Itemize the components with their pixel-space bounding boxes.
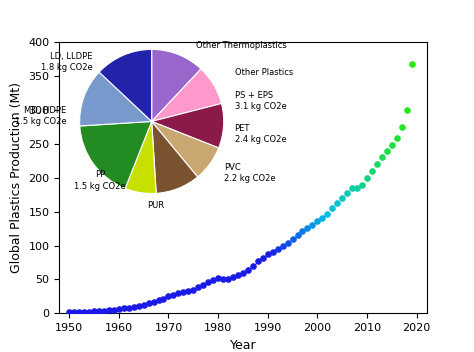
Point: [269, 249, 276, 254]
Point: [398, 124, 406, 130]
Point: [140, 302, 147, 308]
Text: PUR: PUR: [147, 201, 164, 210]
Point: [150, 299, 157, 305]
Point: [353, 185, 361, 191]
Point: [348, 185, 356, 191]
Point: [383, 148, 391, 153]
Point: [200, 282, 207, 288]
Wedge shape: [80, 72, 152, 126]
Point: [393, 136, 401, 141]
Point: [274, 246, 282, 252]
Point: [378, 155, 386, 160]
Wedge shape: [152, 49, 201, 121]
Point: [249, 263, 256, 269]
Point: [338, 195, 346, 201]
Text: PET
2.4 kg CO2e: PET 2.4 kg CO2e: [235, 124, 286, 144]
Point: [110, 307, 118, 313]
Point: [160, 296, 167, 302]
Point: [75, 309, 83, 315]
Point: [145, 301, 153, 306]
Point: [284, 240, 292, 246]
Point: [324, 211, 331, 216]
Wedge shape: [99, 49, 152, 121]
Text: MD, HDPE
1.5 kg CO2e: MD, HDPE 1.5 kg CO2e: [15, 106, 67, 126]
Text: LD, LLDPE
1.8 kg CO2e: LD, LLDPE 1.8 kg CO2e: [41, 52, 92, 73]
Point: [105, 307, 113, 313]
Point: [408, 61, 416, 67]
Text: Other Plastics: Other Plastics: [235, 68, 293, 77]
Point: [174, 290, 182, 296]
Point: [135, 303, 143, 309]
Point: [229, 275, 237, 280]
Y-axis label: Global Plastics Production (Mt): Global Plastics Production (Mt): [10, 82, 23, 273]
Point: [85, 309, 93, 314]
Text: PVC
2.2 kg CO2e: PVC 2.2 kg CO2e: [224, 163, 275, 183]
Point: [264, 251, 272, 257]
Wedge shape: [80, 121, 152, 188]
Point: [309, 222, 316, 228]
Point: [120, 306, 128, 311]
Point: [403, 107, 410, 113]
Text: Other Thermoplastics: Other Thermoplastics: [196, 41, 287, 50]
Point: [254, 258, 262, 264]
Point: [314, 218, 321, 224]
Point: [155, 297, 162, 303]
Text: PP
1.5 kg CO2e: PP 1.5 kg CO2e: [74, 170, 126, 190]
Point: [304, 225, 311, 231]
Point: [319, 215, 326, 221]
Point: [80, 309, 88, 315]
Point: [210, 277, 217, 283]
Point: [130, 304, 137, 310]
Point: [164, 294, 172, 299]
Point: [100, 308, 108, 313]
Wedge shape: [125, 121, 156, 194]
Wedge shape: [152, 121, 219, 177]
Point: [219, 277, 227, 282]
Point: [343, 190, 351, 196]
Point: [194, 284, 202, 290]
Point: [239, 270, 246, 275]
Point: [333, 200, 341, 206]
Point: [90, 309, 98, 314]
Point: [170, 292, 177, 298]
Point: [259, 255, 266, 260]
X-axis label: Year: Year: [229, 339, 256, 352]
Point: [224, 276, 232, 282]
Point: [328, 205, 336, 210]
Point: [65, 309, 73, 315]
Point: [289, 236, 296, 241]
Wedge shape: [152, 103, 224, 148]
Point: [214, 275, 222, 281]
Text: PS + EPS
3.1 kg CO2e: PS + EPS 3.1 kg CO2e: [235, 91, 286, 111]
Wedge shape: [152, 69, 221, 121]
Point: [204, 279, 212, 285]
Point: [299, 228, 306, 233]
Point: [125, 305, 133, 310]
Point: [95, 308, 103, 314]
Point: [234, 272, 242, 277]
Point: [388, 143, 396, 148]
Point: [184, 288, 192, 294]
Point: [279, 243, 286, 249]
Point: [190, 287, 197, 293]
Wedge shape: [152, 121, 198, 193]
Point: [373, 161, 381, 167]
Point: [180, 289, 187, 294]
Point: [70, 309, 78, 315]
Point: [368, 168, 376, 174]
Point: [294, 232, 301, 238]
Point: [244, 267, 252, 273]
Point: [358, 182, 366, 187]
Point: [115, 306, 123, 312]
Point: [363, 175, 371, 181]
